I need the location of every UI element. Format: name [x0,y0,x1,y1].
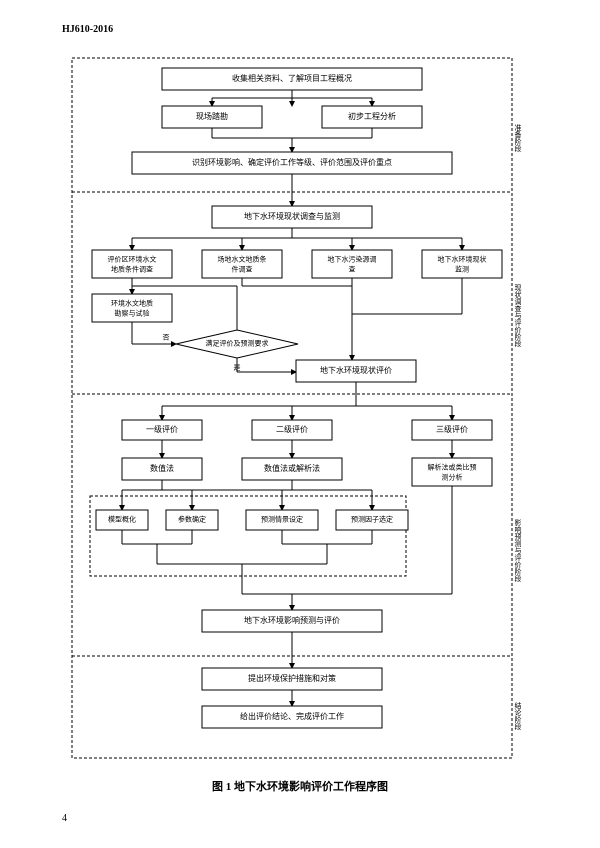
b9: 提出环境保护措施和对策 [248,673,336,683]
b8: 地下水环境影响预测与评价 [244,615,340,625]
m3-1: 解析法或类比预 [428,463,477,472]
no-label: 否 [163,334,170,342]
page-number: 4 [62,813,67,824]
b2b: 初步工程分析 [348,111,396,121]
b6-1: 环境水文地质 [111,299,153,308]
b6-2: 勘察与试验 [115,309,150,318]
p2: 参数确定 [178,515,206,524]
m3-2: 测分析 [442,473,463,482]
l2: 二级评价 [276,424,308,434]
stage-label-4: 结论阶段 [514,701,522,731]
p3: 预测情景设定 [261,515,303,524]
b5d-1: 地下水环境现状 [438,255,487,264]
b1: 收集相关资料、了解项目工程概况 [232,73,352,83]
b2a: 现场踏勘 [196,111,228,121]
b5b-2: 件调查 [232,265,253,274]
stage-label-2: 现状调查与评价阶段 [514,284,522,348]
b5a-2: 地质条件调查 [111,265,153,274]
b5d-2: 监测 [455,265,469,274]
p4: 预测因子选定 [351,515,393,524]
b5a-1: 评价区环境水文 [108,255,157,264]
flowchart: 准备阶段 现状调查与评价阶段 影响预测与评价阶段 结论阶段 收集相关资料、了解项… [62,54,537,764]
p1: 模型概化 [108,515,136,524]
page: HJ610-2016 准备阶段 现状调查与评价阶段 影响预测与评价阶段 结论阶段… [0,0,600,848]
stage-label-1: 准备阶段 [514,123,522,153]
m2: 数值法或解析法 [264,463,320,473]
doc-header: HJ610-2016 [62,24,113,35]
l1: 一级评价 [146,424,178,434]
figure-caption: 图 1 地下水环境影响评价工作程序图 [0,778,600,794]
stage-label-3: 影响预测与评价阶段 [514,518,522,583]
b5b-1: 场地水文地质条 [218,255,267,264]
b4: 地下水环境现状调查与监测 [244,211,340,221]
decision: 满足评价及预测要求 [206,339,269,348]
l3: 三级评价 [436,424,468,434]
b7: 地下水环境现状评价 [320,365,392,375]
b5c-2: 查 [349,265,356,274]
b10: 给出评价结论、完成评价工作 [240,711,344,721]
m1: 数值法 [150,463,174,473]
b3: 识别环境影响、确定评价工作等级、评价范围及评价重点 [192,157,392,167]
b5c-1: 地下水污染源调 [328,255,377,264]
